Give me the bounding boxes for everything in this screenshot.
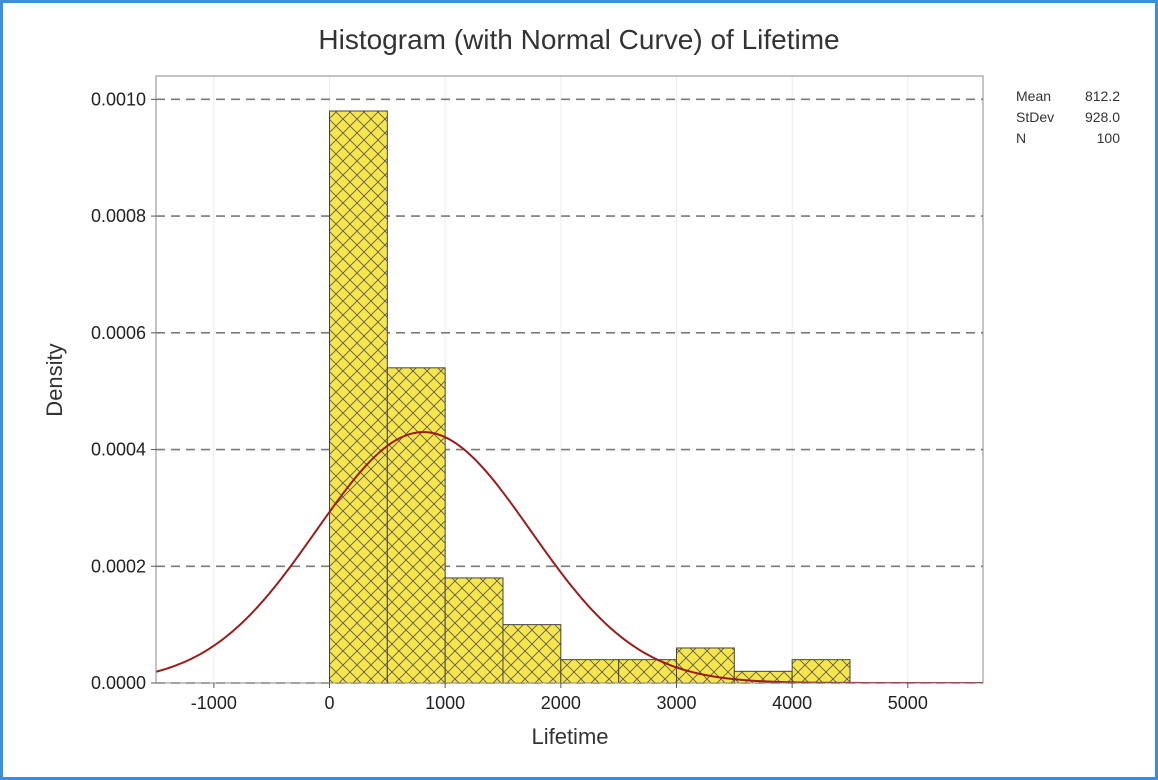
- x-tick-label: 0: [324, 693, 334, 713]
- stat-value: 100: [1096, 130, 1120, 146]
- normal-curve-line: [156, 431, 983, 683]
- plot-border: [155, 75, 984, 684]
- grid-lines: [156, 76, 983, 684]
- y-tick-label: 0.0006: [91, 323, 146, 343]
- histogram-bar: [386, 367, 446, 684]
- y-tick-label: 0.0002: [91, 556, 146, 576]
- histogram-bars: [328, 110, 851, 684]
- histogram-bar: [791, 659, 851, 684]
- histogram-bar: [444, 577, 504, 684]
- stat-row-n: N 100: [1016, 128, 1120, 149]
- stat-label: StDev: [1016, 109, 1055, 125]
- x-tick-label: 1000: [425, 693, 465, 713]
- stats-box: Mean 812.2 StDev 928.0 N 100: [1016, 86, 1120, 149]
- stat-row-stdev: StDev 928.0: [1016, 107, 1120, 128]
- y-tick-label: 0.0010: [91, 89, 146, 109]
- stat-row-mean: Mean 812.2: [1016, 86, 1120, 107]
- stat-value: 812.2: [1084, 88, 1120, 104]
- x-tick-label: 2000: [541, 693, 581, 713]
- chart-title: Histogram (with Normal Curve) of Lifetim…: [318, 24, 840, 55]
- normal-curve: [156, 431, 983, 683]
- y-tick-label: 0.0004: [91, 440, 146, 460]
- histogram-bar: [328, 110, 388, 684]
- x-axis-label: Lifetime: [531, 724, 608, 749]
- y-axis-label: Density: [42, 343, 67, 416]
- x-tick-label: -1000: [191, 693, 237, 713]
- x-tick-label: 4000: [772, 693, 812, 713]
- axes: -1000 0 1000 2000 3000 4000 5000 0.0000 0.0002 0.…: [91, 89, 928, 713]
- x-tick-label: 5000: [888, 693, 928, 713]
- histogram-bar: [502, 624, 562, 684]
- stat-value: 928.0: [1084, 109, 1120, 125]
- y-tick-label: 0.0008: [91, 206, 146, 226]
- stat-label: N: [1016, 130, 1027, 146]
- x-tick-label: 3000: [656, 693, 696, 713]
- histogram-bar: [560, 659, 620, 684]
- stat-label: Mean: [1016, 88, 1052, 104]
- y-tick-label: 0.0000: [91, 673, 146, 693]
